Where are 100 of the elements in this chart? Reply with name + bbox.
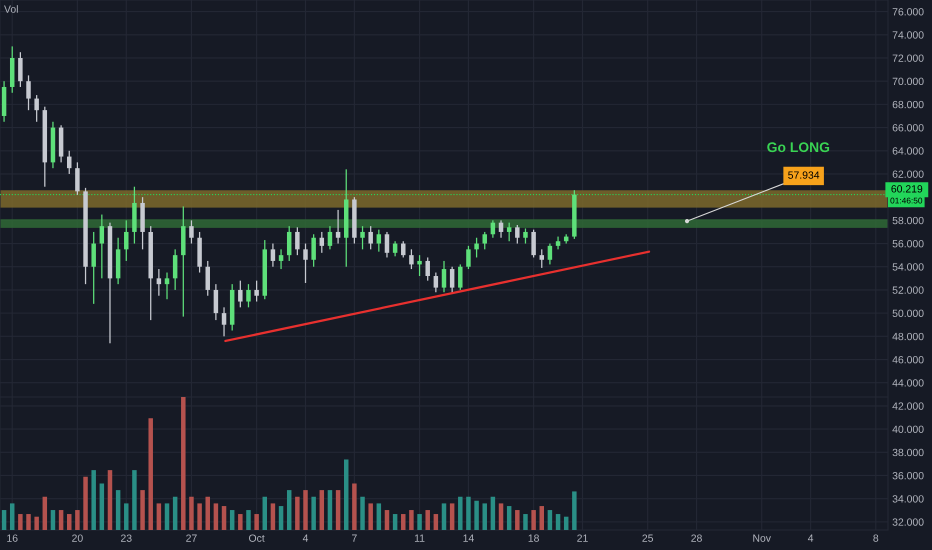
candlestick: [189, 220, 194, 244]
bar: [286, 490, 292, 530]
candlestick: [214, 284, 218, 321]
bar: [336, 490, 340, 530]
bar: [34, 516, 39, 530]
candlestick: [482, 231, 487, 250]
bar: [572, 491, 577, 530]
candlestick: [474, 237, 479, 258]
bar: [140, 490, 145, 530]
candlestick: [34, 94, 39, 122]
y-tick-label: 46.000: [892, 356, 924, 364]
candlestick: [564, 234, 568, 244]
candlestick: [100, 214, 104, 279]
bar: [58, 510, 64, 530]
bar: [360, 496, 365, 530]
x-tick-label: 11: [414, 534, 424, 542]
bar: [156, 503, 162, 530]
y-tick-label: 52.000: [892, 286, 924, 294]
bar: [206, 496, 210, 530]
candlestick: [360, 226, 365, 250]
bar: [490, 496, 496, 530]
bar: [540, 506, 544, 530]
bar: [270, 503, 276, 530]
candlestick: [409, 248, 414, 270]
bar: [548, 510, 552, 530]
candlestick: [206, 260, 210, 296]
annotation: 57.934: [788, 171, 820, 179]
candlestick: [278, 248, 284, 270]
y-tick-label: 64.000: [892, 147, 924, 155]
bar: [238, 514, 243, 530]
bar: [556, 514, 560, 530]
candlestick: [417, 254, 422, 277]
candlestick: [156, 268, 162, 296]
candlestick: [556, 236, 560, 250]
bar: [10, 503, 14, 530]
bar: [230, 510, 234, 530]
bar: [523, 514, 528, 530]
candlestick: [222, 306, 226, 337]
candlestick: [26, 74, 31, 111]
y-tick-label: 58.000: [892, 216, 924, 224]
candlestick: [295, 226, 300, 256]
bar: [50, 510, 56, 530]
bar: [108, 470, 112, 530]
x-tick-label: Oct: [249, 534, 265, 542]
bar: [384, 510, 390, 530]
candlestick: [515, 224, 520, 244]
bar: [474, 500, 479, 530]
candlestick: [450, 266, 454, 293]
candlestick: [303, 242, 308, 284]
y-tick-label: 70.000: [892, 78, 924, 86]
bar: [434, 514, 438, 530]
bar: [303, 490, 308, 530]
candlestick: [254, 280, 259, 302]
y-tick-label: 68.000: [892, 100, 924, 108]
x-tick-label: 8: [873, 534, 878, 542]
bar: [425, 510, 430, 530]
annotation: Go LONG: [767, 142, 830, 152]
candlestick: [75, 162, 80, 196]
bar: [189, 496, 194, 530]
bar: [320, 490, 324, 530]
y-tick-label: 76.000: [892, 8, 924, 16]
x-tick-label: 14: [463, 534, 474, 542]
candlestick: [246, 284, 251, 308]
bar: [148, 418, 153, 530]
candlestick: [548, 242, 552, 266]
x-tick-label: 28: [691, 534, 702, 542]
candlestick: [490, 220, 496, 238]
ref-line-label: 60.219: [891, 185, 922, 193]
candlestick: [523, 228, 528, 244]
bar: [100, 483, 104, 530]
bar: [466, 496, 471, 530]
candlestick: [376, 229, 382, 252]
bar: [328, 490, 332, 530]
bar: [75, 510, 80, 530]
candlestick: [434, 272, 438, 293]
candlestick: [392, 240, 398, 257]
candlestick: [18, 52, 23, 88]
bar: [26, 514, 31, 530]
x-tick-label: 27: [186, 534, 197, 542]
bar: [197, 503, 202, 530]
candlestick: [540, 248, 544, 269]
bar: [409, 510, 414, 530]
y-tick-label: 48.000: [892, 332, 924, 340]
y-tick-label: 54.000: [892, 263, 924, 271]
y-tick-label: 42.000: [892, 402, 924, 410]
bar: [262, 496, 268, 530]
bar: [498, 503, 504, 530]
bar: [18, 514, 23, 530]
candlestick: [172, 248, 178, 291]
y-tick-label: 74.000: [892, 31, 924, 39]
y-tick-label: 72.000: [892, 54, 924, 62]
candlestick: [401, 240, 406, 258]
x-tick-label: Nov: [753, 534, 771, 542]
x-tick-label: 4: [302, 534, 308, 542]
x-tick-label: 4: [808, 534, 814, 542]
bar: [531, 510, 536, 530]
bar: [344, 460, 348, 530]
bar: [181, 397, 186, 530]
candlestick: [466, 245, 471, 270]
candlestick: [368, 226, 373, 250]
